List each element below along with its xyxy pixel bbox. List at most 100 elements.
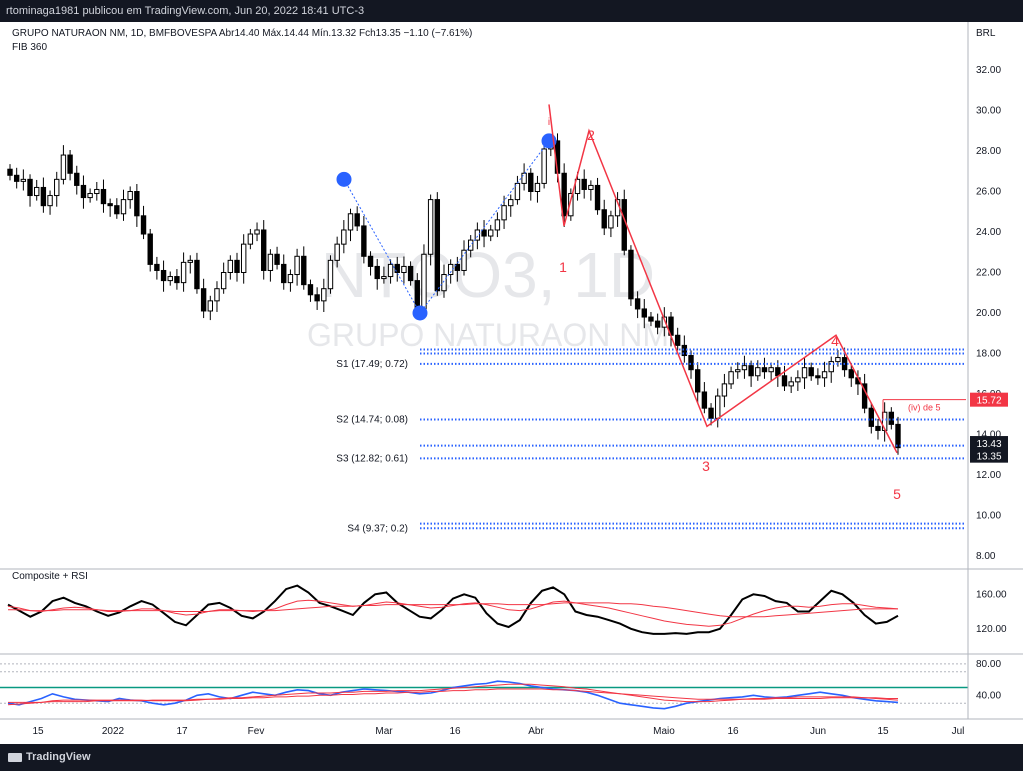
candle[interactable] — [307, 279, 314, 302]
candle[interactable] — [528, 168, 534, 201]
candle[interactable] — [888, 407, 895, 430]
candle[interactable] — [287, 269, 294, 292]
candle[interactable] — [481, 220, 487, 248]
candle[interactable] — [34, 179, 40, 201]
candle[interactable] — [240, 234, 247, 284]
elliott-wave-line[interactable] — [548, 104, 898, 454]
candle[interactable] — [828, 356, 834, 383]
candle[interactable] — [454, 256, 461, 282]
candle[interactable] — [200, 278, 207, 319]
candle[interactable] — [608, 210, 614, 238]
candle[interactable] — [234, 252, 240, 282]
candle[interactable] — [568, 188, 574, 221]
rsi-series-line[interactable] — [7, 680, 899, 710]
candle[interactable] — [781, 365, 788, 391]
rsi-pane[interactable] — [0, 663, 968, 710]
candle[interactable] — [247, 228, 254, 250]
candle[interactable] — [561, 163, 567, 227]
candle[interactable] — [74, 165, 80, 195]
candle[interactable] — [768, 362, 774, 381]
candle[interactable] — [220, 262, 227, 294]
candle[interactable] — [100, 179, 107, 213]
indicator-legend[interactable]: FIB 360 — [12, 42, 47, 53]
candle[interactable] — [7, 164, 13, 181]
candle[interactable] — [815, 368, 821, 385]
candle[interactable] — [154, 256, 160, 280]
candle[interactable] — [54, 171, 60, 207]
candle[interactable] — [94, 181, 100, 201]
candle[interactable] — [761, 357, 768, 379]
candle[interactable] — [194, 252, 200, 294]
candle[interactable] — [40, 177, 47, 213]
candle[interactable] — [427, 194, 434, 266]
rsi-series-line[interactable] — [8, 688, 898, 703]
candle[interactable] — [741, 355, 748, 379]
candle[interactable] — [134, 184, 140, 227]
candle[interactable] — [821, 361, 828, 387]
candle[interactable] — [341, 220, 347, 254]
candle[interactable] — [694, 362, 701, 404]
candle[interactable] — [588, 180, 594, 201]
candle[interactable] — [661, 307, 668, 337]
candle[interactable] — [321, 278, 327, 312]
candle[interactable] — [347, 208, 354, 242]
candle[interactable] — [27, 174, 33, 207]
composite-series-line[interactable] — [8, 602, 898, 618]
candle[interactable] — [434, 192, 441, 296]
candle[interactable] — [207, 295, 214, 321]
candle[interactable] — [688, 350, 694, 379]
candle[interactable] — [875, 418, 881, 440]
pivot-marker-icon[interactable] — [336, 171, 352, 187]
candle[interactable] — [514, 175, 521, 205]
candle[interactable] — [67, 149, 73, 181]
candle[interactable] — [327, 255, 334, 294]
candle[interactable] — [361, 216, 367, 264]
candle[interactable] — [848, 364, 854, 387]
candle[interactable] — [581, 169, 587, 199]
candle[interactable] — [147, 228, 153, 272]
symbol-legend[interactable]: GRUPO NATURAON NM, 1D, BMFBOVESPA Abr14.… — [12, 28, 472, 39]
candle[interactable] — [728, 366, 734, 389]
candle[interactable] — [80, 175, 87, 209]
chart-canvas[interactable]: NTCO3, 1D GRUPO NATURAON NM S1 (17.49; 0… — [0, 22, 1023, 744]
candle[interactable] — [708, 403, 714, 426]
pivot-marker-icon[interactable] — [412, 305, 428, 321]
rsi-series-line[interactable] — [7, 683, 899, 706]
candle[interactable] — [160, 260, 167, 292]
candle[interactable] — [674, 327, 681, 351]
candle[interactable] — [795, 370, 801, 391]
candle[interactable] — [488, 224, 494, 242]
candle[interactable] — [114, 198, 120, 219]
candle[interactable] — [494, 212, 501, 238]
candle[interactable] — [120, 189, 127, 221]
candle[interactable] — [107, 198, 113, 217]
candle[interactable] — [461, 240, 467, 276]
candle[interactable] — [167, 271, 173, 286]
candle[interactable] — [20, 169, 27, 191]
candle[interactable] — [594, 177, 601, 215]
composite-legend[interactable]: Composite + RSI — [12, 571, 88, 582]
candle[interactable] — [394, 256, 400, 282]
candle[interactable] — [367, 251, 374, 276]
candle[interactable] — [354, 206, 360, 231]
candle[interactable] — [254, 222, 260, 242]
candle[interactable] — [267, 249, 274, 282]
candle[interactable] — [801, 357, 808, 389]
candle[interactable] — [127, 186, 133, 209]
candle[interactable] — [788, 376, 794, 393]
candle[interactable] — [654, 313, 661, 335]
composite-series-line[interactable] — [7, 599, 899, 627]
candle[interactable] — [648, 311, 654, 327]
candle[interactable] — [274, 246, 280, 270]
candle[interactable] — [748, 360, 754, 387]
candle[interactable] — [381, 266, 387, 284]
candle[interactable] — [521, 163, 527, 191]
candle[interactable] — [227, 255, 234, 280]
candle[interactable] — [314, 287, 320, 310]
candle[interactable] — [508, 194, 514, 217]
candle[interactable] — [601, 199, 607, 236]
candle[interactable] — [140, 205, 147, 240]
candle[interactable] — [634, 291, 641, 319]
candle[interactable] — [187, 255, 193, 274]
candle[interactable] — [334, 236, 340, 268]
